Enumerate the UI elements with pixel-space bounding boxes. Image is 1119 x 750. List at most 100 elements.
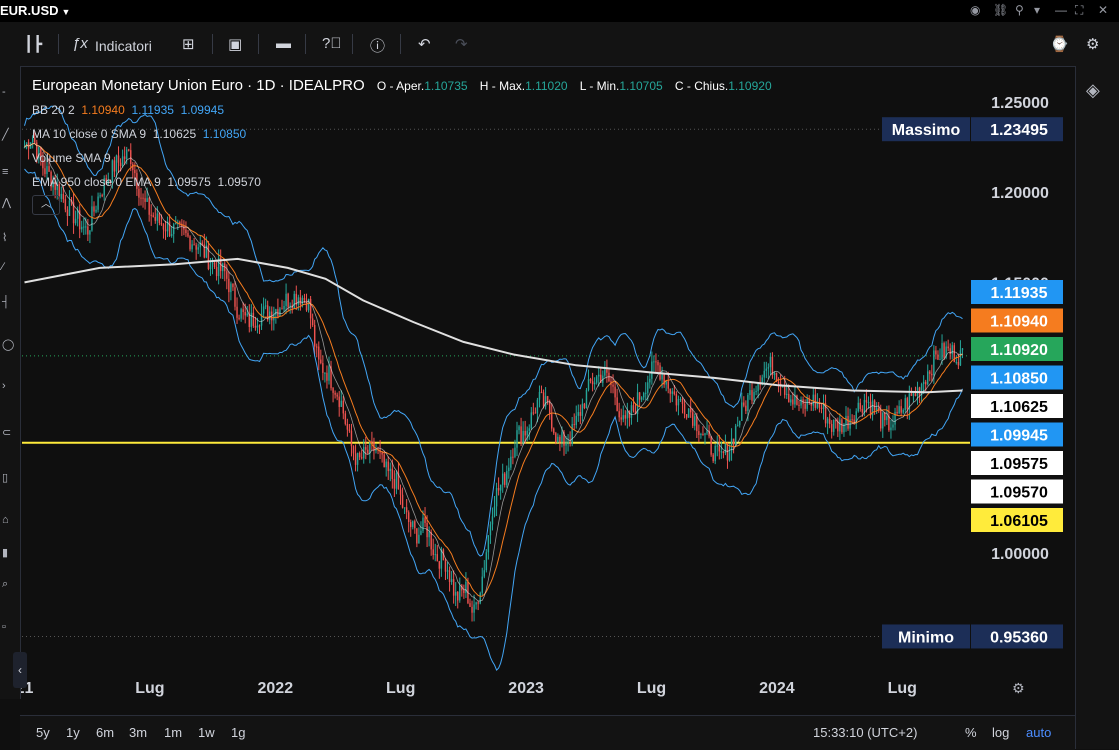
redo-icon[interactable]: ↷ — [455, 36, 468, 53]
fib-icon[interactable]: ≡ — [2, 166, 9, 178]
timeframe-3m[interactable]: 3m — [129, 725, 148, 740]
gear-icon[interactable]: ⚙ — [1086, 36, 1100, 53]
candle-body — [620, 417, 622, 420]
maximize-icon[interactable]: ⛶ — [1075, 3, 1084, 17]
legend-volume-line[interactable]: Volume SMA 9 — [32, 151, 111, 165]
candle-body — [538, 391, 541, 400]
candle-body — [796, 395, 798, 405]
timeframe-1g[interactable]: 1g — [231, 725, 246, 740]
candle-body — [912, 393, 915, 396]
candle-body — [593, 382, 596, 385]
axis-settings-icon[interactable]: ⚙ — [1012, 680, 1025, 696]
help-icon[interactable]: ?⃝ — [322, 35, 342, 52]
undo-icon[interactable]: ↶ — [418, 36, 431, 53]
candle-body — [375, 449, 377, 451]
candle-body — [624, 415, 627, 419]
candle-body — [767, 367, 770, 369]
chevron-down-icon: ▼ — [61, 7, 71, 17]
templates-icon[interactable]: ⊞ — [182, 36, 195, 53]
symbol-selector[interactable]: EUR.USD ▼ — [0, 3, 70, 18]
dropdown-icon[interactable]: ▾ — [1034, 3, 1041, 17]
candle-body — [734, 425, 737, 445]
pattern-icon[interactable]: ⋀ — [2, 197, 12, 209]
bb-mid-value: 1.10940 — [81, 103, 125, 117]
timeframe-1y[interactable]: 1y — [66, 725, 80, 740]
lock-icon[interactable]: ▯ — [2, 472, 9, 484]
timeframe-6m[interactable]: 6m — [96, 725, 115, 740]
candle-body — [769, 356, 772, 368]
indicators-button[interactable]: Indicatori — [95, 38, 152, 54]
candle-body — [679, 398, 682, 400]
candle-body — [236, 306, 238, 318]
info-icon[interactable]: ⓘ — [370, 38, 386, 55]
tree-icon[interactable]: ▫ — [2, 621, 6, 633]
legend-ema-line[interactable]: EMA 950 close 0 EMA 9 1.09575 1.09570 — [32, 175, 261, 189]
zoom-icon[interactable]: › — [2, 380, 6, 392]
timeframe-1w[interactable]: 1w — [198, 725, 215, 740]
candle-body — [884, 413, 886, 421]
save-icon[interactable]: ▣ — [228, 36, 243, 53]
candle-body — [786, 393, 788, 395]
brush-icon[interactable]: ∕ — [2, 261, 4, 273]
trash-icon[interactable]: ▮ — [2, 547, 9, 559]
timeframe-5y[interactable]: 5y — [36, 725, 50, 740]
cursor-icon[interactable]: - — [2, 86, 6, 98]
prediction-icon[interactable]: ⌇ — [2, 232, 8, 244]
extreme-value: 1.23495 — [990, 122, 1048, 139]
legend-bb-line[interactable]: BB 20 2 1.10940 1.11935 1.09945 — [32, 103, 224, 117]
candle-body — [142, 197, 144, 199]
candle-body — [207, 245, 210, 269]
percent-toggle[interactable]: % — [965, 725, 977, 740]
close-icon[interactable]: ✕ — [1098, 3, 1109, 17]
legend-collapse-button[interactable]: ︿ — [32, 195, 60, 215]
measure-icon[interactable]: ◯ — [2, 339, 15, 351]
replay-icon[interactable]: ⌚ — [1050, 36, 1069, 53]
candle-body — [205, 245, 208, 258]
pin-icon[interactable]: ⚲ — [1015, 3, 1024, 17]
candle-body — [743, 402, 745, 406]
candle-body — [497, 487, 500, 491]
candle-body — [673, 391, 676, 395]
candle-body — [322, 363, 324, 373]
extreme-name-box — [882, 624, 970, 649]
eye-icon[interactable]: ⌂ — [2, 514, 9, 526]
hide-icon[interactable]: ⌕ — [2, 578, 9, 590]
candle-body — [745, 405, 747, 412]
ibot-icon[interactable]: ◉ — [970, 3, 981, 17]
folder-icon[interactable]: ▬ — [276, 35, 291, 52]
candlestick-icon[interactable]: ┃┣ — [24, 36, 43, 53]
candle-body — [109, 180, 112, 183]
layers-icon[interactable]: ◈ — [1086, 80, 1100, 100]
candle-body — [324, 372, 326, 374]
candle-body — [432, 549, 434, 555]
candle-body — [757, 382, 759, 392]
candle-body — [189, 236, 191, 250]
auto-toggle[interactable]: auto — [1026, 725, 1052, 740]
magnet-icon[interactable]: ⊂ — [2, 427, 12, 439]
function-icon[interactable]: ƒx — [72, 35, 88, 52]
collapse-toolbar-button[interactable]: ‹ — [13, 652, 27, 688]
candle-body — [191, 244, 193, 250]
trendline-icon[interactable]: ╱ — [2, 129, 9, 141]
candle-body — [23, 147, 26, 149]
legend-ma-line[interactable]: MA 10 close 0 SMA 9 1.10625 1.10850 — [32, 127, 246, 141]
minimize-icon[interactable]: — — [1055, 3, 1067, 17]
candle-body — [851, 419, 853, 421]
text-icon[interactable]: ┤ — [2, 296, 10, 308]
candle-body — [168, 221, 171, 237]
candle-body — [657, 362, 659, 366]
timeframe-1m[interactable]: 1m — [164, 725, 183, 740]
candle-body — [622, 415, 624, 420]
candle-body — [217, 258, 220, 277]
link-icon[interactable]: ⛓ — [993, 3, 1009, 17]
log-toggle[interactable]: log — [992, 725, 1010, 740]
candle-body — [642, 393, 645, 398]
candle-body — [651, 361, 653, 379]
candle-body — [354, 453, 357, 465]
candle-body — [495, 487, 498, 507]
candle-body — [175, 223, 177, 225]
candle-body — [937, 354, 939, 360]
candle-body — [113, 160, 116, 172]
candle-body — [716, 445, 718, 447]
